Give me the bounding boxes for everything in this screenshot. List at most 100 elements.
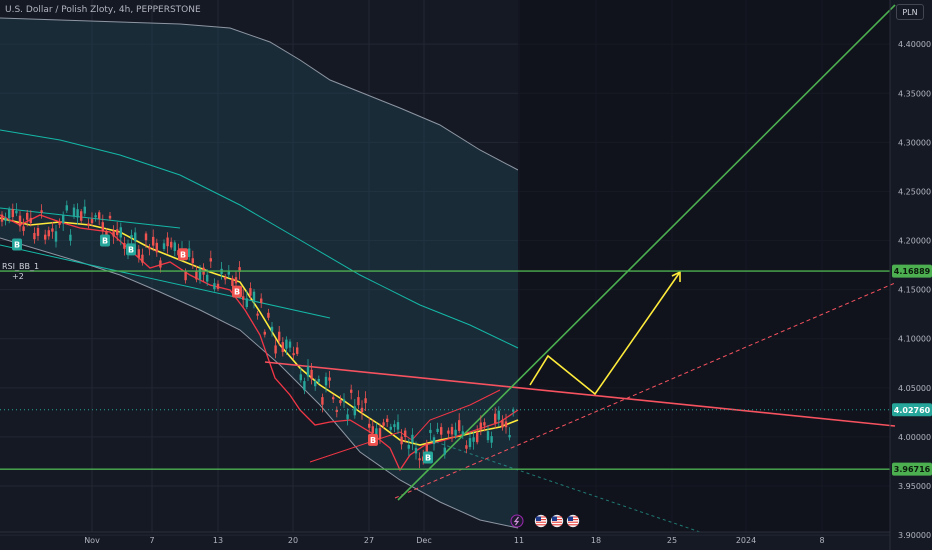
candle-body	[141, 254, 144, 263]
candle	[486, 425, 490, 443]
candle	[119, 222, 122, 246]
x-tick-label: Dec	[416, 536, 431, 545]
candle	[357, 390, 360, 410]
candle	[461, 425, 464, 439]
signal-marker-label: B	[102, 237, 108, 246]
us-flag-icon	[550, 514, 564, 528]
candle	[170, 237, 173, 250]
x-tick-label: 18	[591, 536, 601, 545]
candle-body	[281, 342, 284, 352]
candle	[33, 227, 36, 244]
candle	[249, 282, 252, 300]
candle-body	[36, 228, 40, 236]
currency-button[interactable]: PLN	[896, 4, 924, 20]
candle	[116, 221, 119, 242]
price-level-tag-box	[892, 462, 932, 476]
candle	[15, 203, 18, 217]
candle	[483, 418, 486, 432]
candle	[396, 414, 400, 434]
candle-body	[425, 443, 428, 454]
signal-marker-buy: B	[12, 238, 22, 251]
candle	[508, 427, 511, 441]
candle	[245, 290, 248, 310]
candle-body	[468, 438, 472, 447]
candle-body	[350, 389, 353, 393]
candle	[90, 212, 94, 226]
candle-body	[414, 447, 418, 454]
candle	[65, 200, 68, 214]
upper-trend-channel-line	[0, 207, 181, 229]
price-level-tag-box	[892, 264, 932, 278]
candle-body	[234, 277, 238, 284]
signal-marker-label: B	[180, 250, 186, 259]
y-tick-label: 3.90000	[898, 531, 931, 540]
candle-body	[292, 353, 295, 356]
candle-body	[479, 422, 482, 430]
candle-body	[342, 399, 346, 402]
candle	[76, 203, 79, 225]
candle-body	[54, 231, 58, 242]
candle-body	[213, 283, 216, 290]
bolt-icon-glyph	[513, 516, 520, 526]
candle-body	[15, 210, 18, 214]
candle-body	[353, 406, 356, 416]
candle	[101, 214, 104, 238]
signal-marker-label: B	[128, 245, 134, 254]
candle	[440, 423, 443, 440]
candle-body	[4, 218, 7, 221]
candle	[504, 413, 508, 434]
candle	[310, 363, 313, 385]
candle-body	[90, 219, 94, 224]
candle-body	[504, 421, 508, 428]
candle	[303, 377, 306, 395]
candle-body	[94, 215, 97, 218]
signal-marker-box	[100, 234, 110, 247]
candle	[198, 264, 202, 284]
candle-body	[26, 212, 29, 220]
signal-marker-label: B	[234, 288, 240, 297]
signal-marker-box	[12, 238, 22, 251]
candle-body	[112, 230, 115, 237]
candle-body	[360, 407, 364, 413]
candle-body	[242, 296, 245, 300]
candle	[332, 394, 335, 404]
candle	[274, 338, 277, 359]
candle-body	[378, 428, 382, 440]
candle-body	[497, 410, 500, 420]
candle	[364, 391, 367, 412]
resistance-trend-line	[264, 361, 896, 427]
symbol-title: U.S. Dollar / Polish Zloty, 4h, PEPPERST…	[5, 5, 201, 15]
candle-body	[429, 429, 432, 433]
candle	[47, 226, 50, 240]
candle-body	[375, 428, 378, 438]
candle-body	[306, 366, 310, 377]
candle	[130, 229, 133, 244]
candle	[62, 211, 65, 231]
candle-body	[364, 398, 367, 404]
candle-body	[436, 428, 439, 433]
candle-body	[411, 434, 414, 443]
candle-body	[47, 230, 50, 237]
candle	[263, 329, 266, 338]
price-level-label: 4.02760	[894, 406, 931, 415]
future-shade	[518, 0, 890, 532]
candle	[472, 431, 475, 450]
price-level-tag: 4.16889	[892, 264, 932, 278]
signal-marker-buy: B	[100, 234, 110, 247]
candle-body	[256, 313, 259, 316]
candle-body	[454, 429, 457, 436]
candle	[123, 236, 126, 256]
candle	[321, 393, 324, 413]
candle	[288, 339, 292, 353]
us-flag-icon	[534, 514, 548, 528]
candle	[404, 427, 407, 443]
candle-body	[508, 435, 511, 438]
candle	[360, 400, 364, 420]
price-levels: 4.16889 4.02760 3.96716	[0, 264, 932, 476]
candle	[324, 372, 328, 393]
candle-body	[501, 419, 504, 428]
candle	[494, 407, 497, 429]
candle	[195, 265, 198, 283]
projection-path	[529, 271, 681, 396]
